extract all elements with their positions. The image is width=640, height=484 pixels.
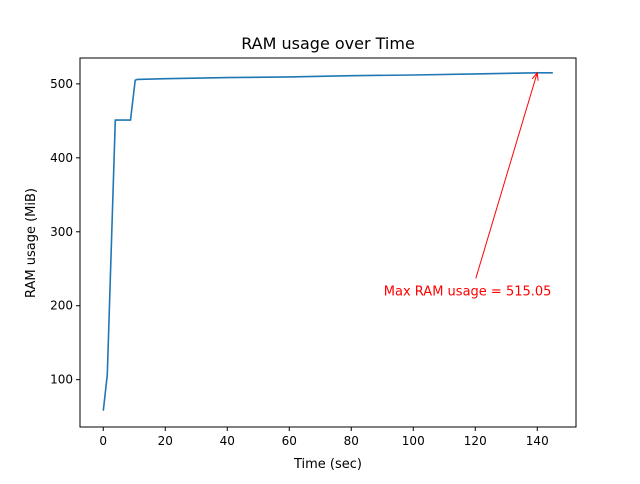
x-tick-label: 100 [402, 434, 425, 448]
y-tick-label: 300 [50, 225, 73, 239]
x-tick-label: 60 [282, 434, 297, 448]
x-tick-label: 40 [220, 434, 235, 448]
y-tick-label: 400 [50, 151, 73, 165]
y-tick-label: 200 [50, 299, 73, 313]
ram-usage-line [102, 72, 553, 411]
x-tick-label: 140 [526, 434, 549, 448]
annotation-arrowhead [531, 71, 539, 81]
x-axis-label: Time (sec) [293, 457, 362, 472]
x-tick-label: 20 [158, 434, 173, 448]
x-tick-label: 80 [344, 434, 359, 448]
chart-title: RAM usage over Time [241, 34, 415, 53]
y-axis-label: RAM usage (MiB) [24, 188, 39, 298]
max-annotation-text: Max RAM usage = 515.05 [384, 284, 552, 299]
x-tick-label: 120 [464, 434, 487, 448]
x-tick-label: 0 [99, 434, 107, 448]
y-tick-label: 500 [50, 77, 73, 91]
y-tick-label: 100 [50, 373, 73, 387]
annotation-arrow [475, 72, 538, 279]
axes-frame [79, 57, 577, 428]
